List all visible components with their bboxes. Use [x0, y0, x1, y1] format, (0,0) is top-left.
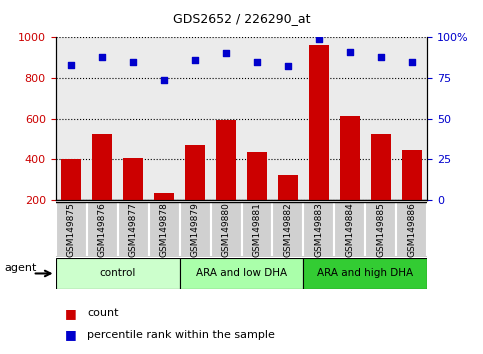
Bar — [86, 202, 117, 257]
Point — [160, 77, 168, 82]
Bar — [371, 134, 391, 241]
Bar — [123, 158, 143, 241]
Bar — [185, 145, 205, 241]
Bar — [61, 159, 81, 241]
Bar — [56, 202, 86, 257]
Bar — [211, 202, 242, 257]
Bar — [180, 202, 211, 257]
Point — [408, 59, 416, 64]
Bar — [303, 202, 334, 257]
Text: GSM149877: GSM149877 — [128, 202, 138, 257]
Text: ■: ■ — [65, 328, 77, 341]
Point — [346, 49, 354, 55]
Bar — [242, 202, 272, 257]
Bar — [56, 258, 180, 289]
Bar — [247, 152, 267, 241]
Point — [315, 36, 323, 42]
Bar — [149, 202, 180, 257]
Text: ARA and high DHA: ARA and high DHA — [317, 268, 413, 279]
Text: control: control — [99, 268, 136, 279]
Bar — [340, 115, 360, 241]
Bar — [92, 135, 112, 241]
Bar — [366, 202, 397, 257]
Text: GSM149884: GSM149884 — [345, 202, 355, 257]
Point — [191, 57, 199, 63]
Text: GSM149880: GSM149880 — [222, 202, 230, 257]
Text: GSM149875: GSM149875 — [67, 202, 75, 257]
Text: count: count — [87, 308, 118, 318]
Bar — [309, 45, 329, 241]
Bar — [303, 258, 427, 289]
Point — [253, 59, 261, 64]
Text: GSM149876: GSM149876 — [98, 202, 107, 257]
Bar — [402, 150, 422, 241]
Text: GSM149878: GSM149878 — [159, 202, 169, 257]
Bar — [272, 202, 303, 257]
Bar — [180, 258, 303, 289]
Bar — [216, 120, 236, 241]
Text: agent: agent — [5, 263, 37, 273]
Bar — [154, 193, 174, 241]
Point — [377, 54, 385, 59]
Text: GSM149879: GSM149879 — [190, 202, 199, 257]
Bar — [278, 175, 298, 241]
Point — [67, 62, 75, 68]
Text: ■: ■ — [65, 307, 77, 320]
Text: percentile rank within the sample: percentile rank within the sample — [87, 330, 275, 339]
Text: GSM149885: GSM149885 — [376, 202, 385, 257]
Bar — [397, 202, 427, 257]
Point — [284, 64, 292, 69]
Text: GSM149883: GSM149883 — [314, 202, 324, 257]
Text: GSM149886: GSM149886 — [408, 202, 416, 257]
Bar — [334, 202, 366, 257]
Point — [129, 59, 137, 64]
Bar — [117, 202, 149, 257]
Point — [98, 54, 106, 59]
Point — [222, 51, 230, 56]
Text: ARA and low DHA: ARA and low DHA — [196, 268, 287, 279]
Text: GSM149881: GSM149881 — [253, 202, 261, 257]
Text: GSM149882: GSM149882 — [284, 202, 293, 257]
Text: GDS2652 / 226290_at: GDS2652 / 226290_at — [173, 12, 310, 25]
